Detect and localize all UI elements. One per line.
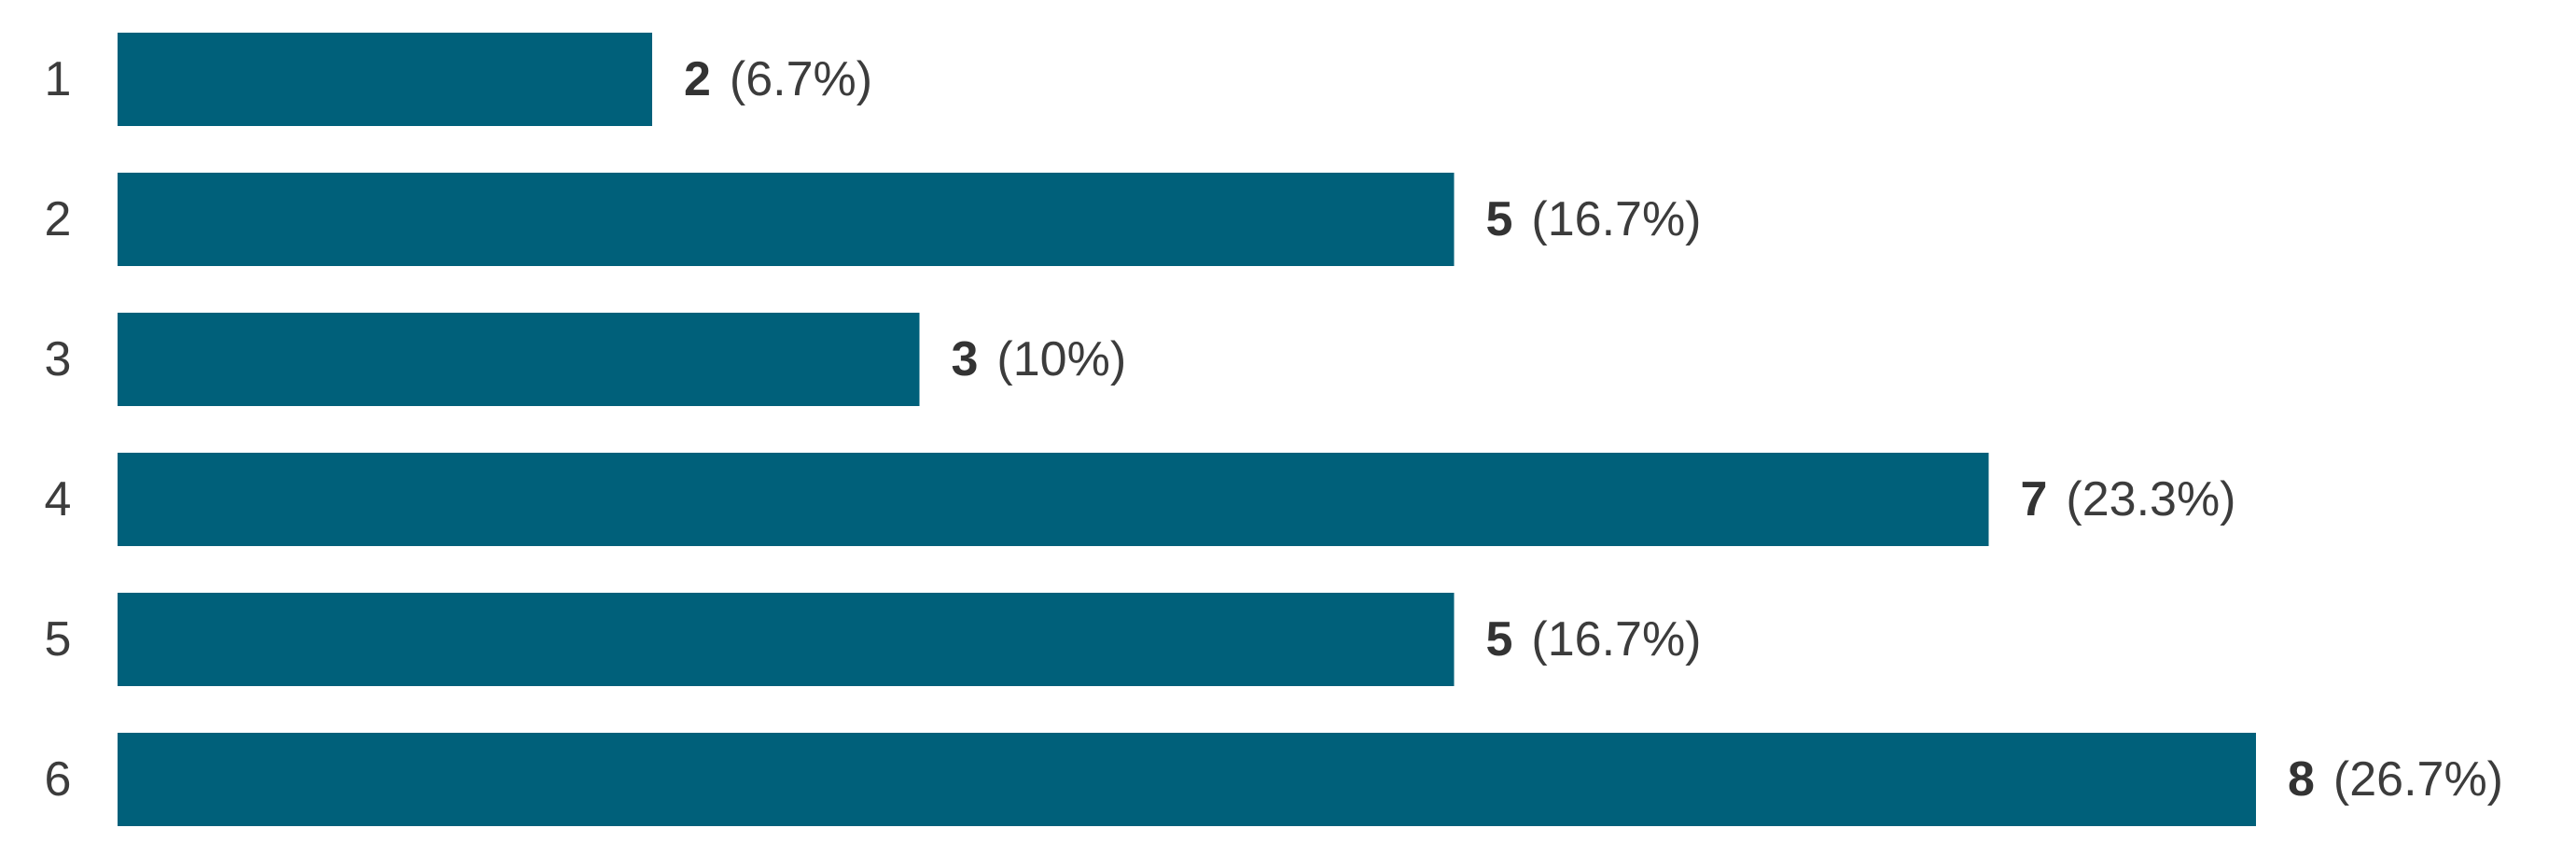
- percent-label: (16.7%): [1531, 192, 1701, 246]
- value-label: 5: [1486, 192, 1513, 246]
- percent-label: (6.7%): [730, 52, 872, 106]
- category-label: 6: [45, 752, 72, 807]
- value-label: 2: [684, 52, 711, 106]
- bar: [118, 593, 1455, 686]
- percent-label: (23.3%): [2066, 472, 2235, 526]
- value-label: 5: [1486, 612, 1513, 667]
- category-label: 3: [45, 332, 72, 386]
- bar: [118, 173, 1455, 266]
- category-label: 2: [45, 192, 72, 246]
- category-label: 1: [45, 52, 72, 106]
- category-label: 5: [45, 612, 72, 667]
- percent-label: (10%): [996, 332, 1126, 386]
- bar: [118, 733, 2256, 826]
- bar: [118, 453, 1989, 546]
- percent-label: (26.7%): [2333, 752, 2503, 807]
- value-label: 3: [952, 332, 979, 386]
- category-label: 4: [45, 472, 72, 526]
- bar: [118, 313, 920, 406]
- bar: [118, 33, 652, 126]
- value-label: 7: [2021, 472, 2048, 526]
- value-label: 8: [2288, 752, 2315, 807]
- percent-label: (16.7%): [1531, 612, 1701, 667]
